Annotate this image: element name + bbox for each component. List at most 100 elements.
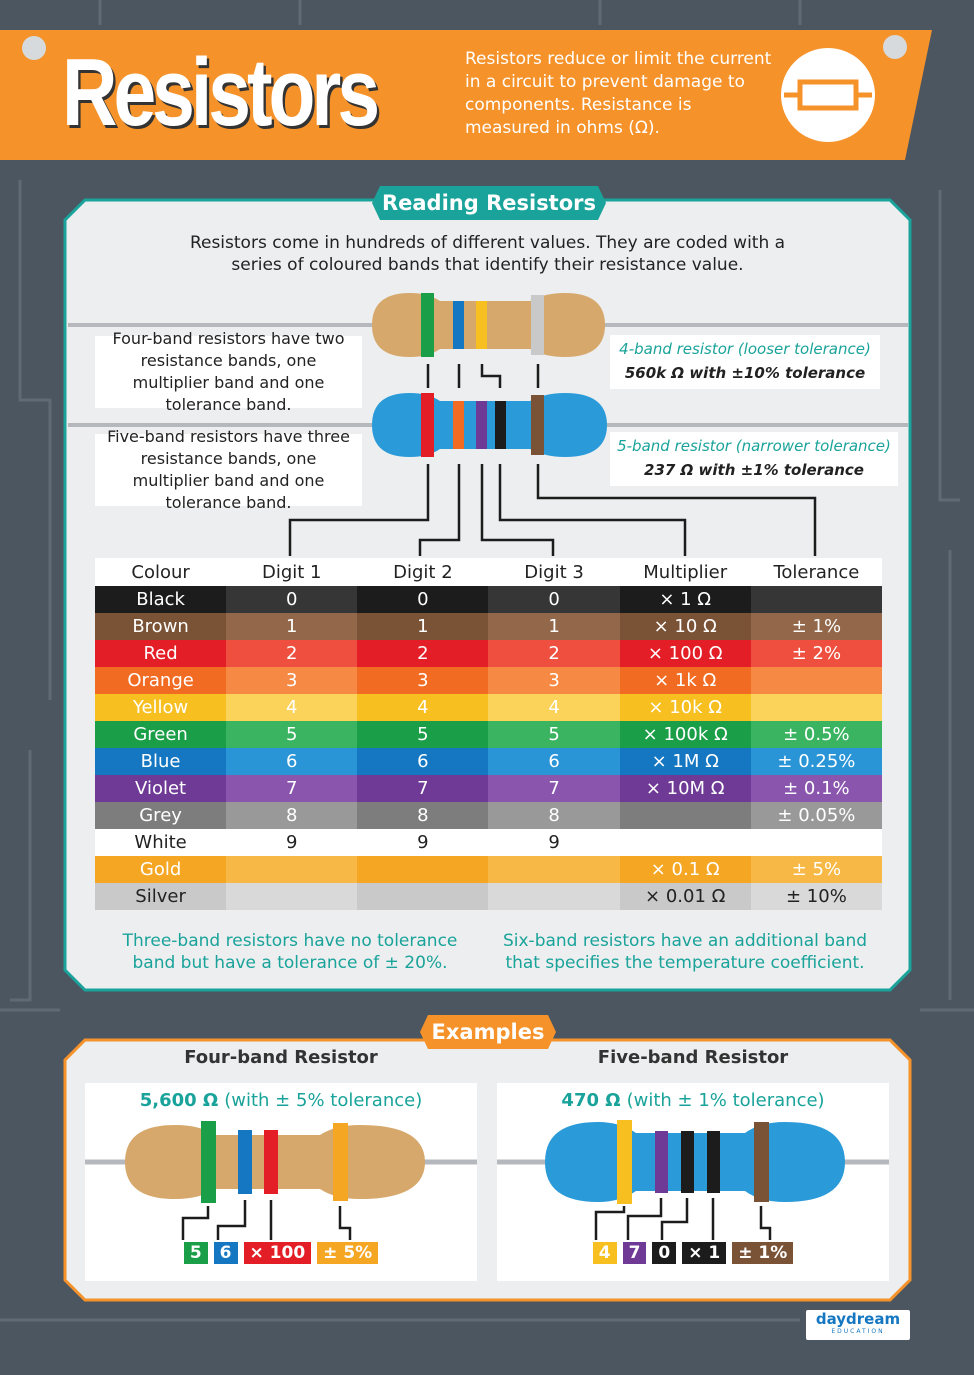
table-row: Red 2 2 2 × 100 Ω ± 2% [95, 640, 882, 667]
value: 470 Ω [561, 1090, 621, 1111]
table-cell: 4 [226, 694, 358, 721]
table-cell: 1 [357, 613, 489, 640]
table-cell: 7 [226, 775, 358, 802]
table-cell [488, 883, 620, 910]
table-cell: 5 [226, 721, 358, 748]
example-title: Five-band Resistor [597, 1047, 789, 1068]
table-cell: 7 [488, 775, 620, 802]
table-cell: 2 [488, 640, 620, 667]
table-cell: ± 1% [750, 613, 882, 640]
header-row: Colour Digit 1 Digit 2 Digit 3 Multiplier Tol… [95, 558, 882, 586]
table-cell: × 1M Ω [619, 748, 751, 775]
table-cell: 2 [226, 640, 358, 667]
logo: daydream EDUCATION [806, 1310, 910, 1335]
note: Four-band resistors have two resistance … [95, 329, 362, 414]
example-title: Four-band Resistor [184, 1047, 378, 1068]
tagline: EDUCATION [831, 1328, 885, 1335]
table-row: Green 5 5 5 × 100k Ω ± 0.5% [95, 721, 882, 748]
table-cell: 8 [226, 802, 358, 829]
table-cell [226, 856, 358, 883]
table-cell: × 10k Ω [619, 694, 751, 721]
colour-table: Colour Digit 1 Digit 2 Digit 3 Multiplier Tol… [95, 558, 882, 910]
table-cell: 1 [226, 613, 358, 640]
column-header: Digit 2 [357, 558, 489, 586]
table-cell [488, 856, 620, 883]
table-cell: × 1 Ω [619, 586, 751, 613]
value: 5,600 Ω [139, 1090, 219, 1111]
band-badges: 4 7 0 × 1 ± 1% [497, 1242, 889, 1264]
table-row: Gold × 0.1 Ω ± 5% [95, 856, 882, 883]
table-cell [750, 829, 882, 856]
column-header: Multiplier [619, 558, 751, 586]
table-cell: Red [95, 640, 227, 667]
table-cell: 6 [488, 748, 620, 775]
table-cell: ± 0.05% [750, 802, 882, 829]
label-title: 5-band resistor (narrower tolerance) [617, 437, 891, 455]
table-cell: Silver [95, 883, 227, 910]
table-cell: ± 2% [750, 640, 882, 667]
table-cell: × 0.1 Ω [619, 856, 751, 883]
table-cell: 3 [226, 667, 358, 694]
table-cell: 9 [357, 829, 489, 856]
table-cell: Brown [95, 613, 227, 640]
badge: ± 1% [732, 1242, 794, 1264]
section-heading: Reading Resistors [381, 191, 597, 215]
table-cell: 6 [357, 748, 489, 775]
table-cell: × 10M Ω [619, 775, 751, 802]
band-badges: 5 6 × 100 ± 5% [85, 1242, 477, 1264]
brand: daydream [815, 1310, 901, 1328]
table-cell: ± 0.25% [750, 748, 882, 775]
table-cell: Black [95, 586, 227, 613]
table-cell: ± 5% [750, 856, 882, 883]
description: Resistors reduce or limit the current in… [465, 49, 772, 138]
title: Resistors [62, 39, 380, 146]
badge: 0 [652, 1242, 677, 1264]
label-box: 5-band resistor (narrower tolerance) 237… [610, 432, 898, 486]
table-cell: 3 [357, 667, 489, 694]
badge: ± 5% [317, 1242, 379, 1264]
footnote: Six-band resistors have an additional ba… [502, 931, 868, 973]
badge: 6 [213, 1242, 238, 1264]
footnote: Three-band resistors have no tolerance b… [122, 931, 458, 973]
tolerance: (with ± 1% tolerance) [626, 1090, 825, 1111]
table-cell [750, 667, 882, 694]
badge: 4 [592, 1242, 617, 1264]
label-box: 4-band resistor (looser tolerance) 560k … [610, 335, 880, 389]
table-cell: 0 [357, 586, 489, 613]
table-cell: Orange [95, 667, 227, 694]
table-cell [619, 829, 751, 856]
table-cell: ± 0.1% [750, 775, 882, 802]
column-header: Tolerance [750, 558, 882, 586]
table-row: Silver × 0.01 Ω ± 10% [95, 883, 882, 910]
label-title: 4-band resistor (looser tolerance) [619, 340, 871, 358]
example-value: 470 Ω (with ± 1% tolerance) [497, 1090, 889, 1111]
badge: 7 [622, 1242, 647, 1264]
table-cell: × 0.01 Ω [619, 883, 751, 910]
table-cell: 0 [488, 586, 620, 613]
table-cell: 8 [488, 802, 620, 829]
column-header: Digit 3 [488, 558, 620, 586]
table-row: Grey 8 8 8 ± 0.05% [95, 802, 882, 829]
table-cell: ± 0.5% [750, 721, 882, 748]
table-row: Brown 1 1 1 × 10 Ω ± 1% [95, 613, 882, 640]
note: Five-band resistors have three resistanc… [95, 427, 362, 512]
table-row: Violet 7 7 7 × 10M Ω ± 0.1% [95, 775, 882, 802]
table-cell: 9 [488, 829, 620, 856]
table-cell: Blue [95, 748, 227, 775]
table-cell: 1 [488, 613, 620, 640]
table-cell: White [95, 829, 227, 856]
table-cell: 8 [357, 802, 489, 829]
table-cell: 5 [488, 721, 620, 748]
table-cell: 3 [488, 667, 620, 694]
table-cell: 2 [357, 640, 489, 667]
table-row: Blue 6 6 6 × 1M Ω ± 0.25% [95, 748, 882, 775]
table-cell: × 10 Ω [619, 613, 751, 640]
badge: × 1 [682, 1242, 727, 1264]
table-cell [357, 883, 489, 910]
table-cell: ± 10% [750, 883, 882, 910]
table-cell: 6 [226, 748, 358, 775]
label-detail: 560k Ω with ±10% tolerance [624, 364, 866, 382]
table-cell [750, 694, 882, 721]
table-cell [750, 586, 882, 613]
table-row: Orange 3 3 3 × 1k Ω [95, 667, 882, 694]
